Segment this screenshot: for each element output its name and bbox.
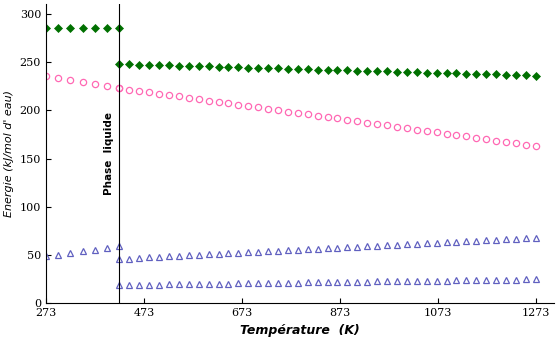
Text: Phase  liquide: Phase liquide xyxy=(104,112,113,195)
X-axis label: Température  (K): Température (K) xyxy=(240,324,360,337)
Y-axis label: Energie (kJ/mol d' eau): Energie (kJ/mol d' eau) xyxy=(4,90,14,217)
